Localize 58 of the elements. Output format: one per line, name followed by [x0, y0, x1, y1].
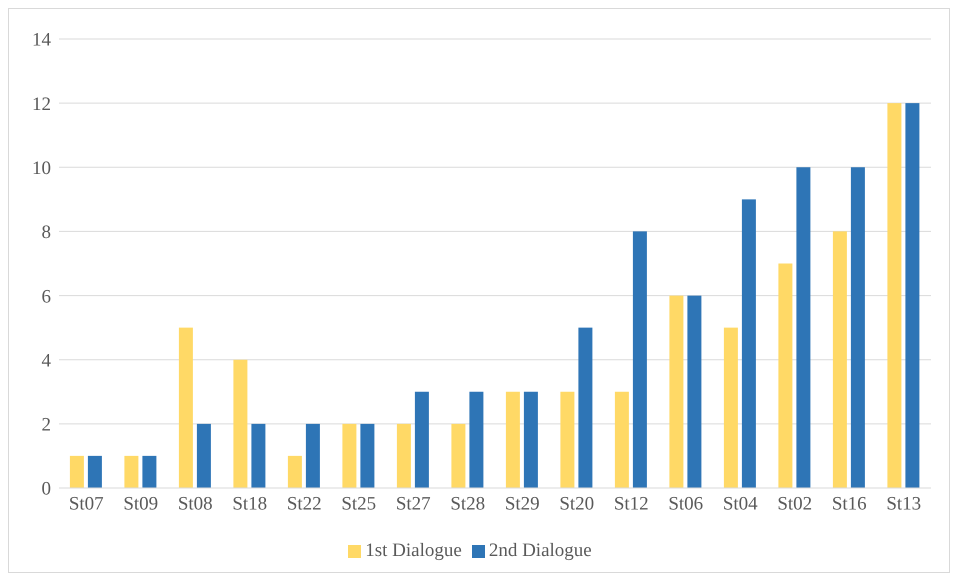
x-tick-label: St02: [777, 493, 812, 514]
bar: [251, 424, 266, 488]
bar: [70, 456, 84, 488]
bar: [360, 424, 374, 488]
x-tick-label: St07: [68, 493, 104, 514]
bar: [724, 328, 738, 488]
bar: [796, 167, 810, 488]
x-tick-label: St12: [614, 493, 649, 514]
y-tick-label: 12: [32, 94, 51, 115]
x-tick-label: St06: [668, 493, 704, 514]
bar: [396, 424, 411, 488]
bar: [887, 103, 902, 488]
bar: [142, 456, 156, 488]
bar: [832, 231, 847, 488]
bar: [506, 392, 520, 488]
x-tick-label: St22: [286, 493, 322, 514]
bar: [124, 456, 138, 488]
y-tick-label: 8: [42, 222, 51, 244]
x-tick-label: St29: [504, 493, 540, 514]
y-tick-label: 2: [42, 414, 51, 436]
bar: [687, 296, 702, 488]
bar: [614, 392, 629, 488]
bar: [742, 199, 756, 488]
bar: [88, 456, 102, 488]
legend-label: 1st Dialogue: [365, 540, 462, 561]
bar: [178, 328, 193, 488]
bar: [524, 392, 538, 488]
y-tick-label: 10: [32, 158, 51, 180]
bar: [414, 392, 429, 488]
y-tick-label: 0: [42, 478, 51, 500]
x-tick-label: St20: [559, 493, 594, 514]
bar: [578, 328, 592, 488]
x-tick-label: St04: [722, 493, 758, 514]
x-tick-label: St18: [232, 493, 268, 514]
x-tick-label: St28: [450, 493, 486, 514]
x-tick-label: St13: [886, 493, 922, 514]
bar: [632, 231, 647, 488]
y-tick-label: 14: [32, 30, 52, 51]
legend-label: 2nd Dialogue: [488, 540, 592, 561]
bar: [451, 424, 466, 488]
x-tick-label: St09: [123, 493, 158, 514]
bar: [306, 424, 320, 488]
x-tick-label: St25: [341, 493, 376, 514]
bar: [233, 360, 248, 488]
bar: [288, 456, 302, 488]
x-tick-label: St27: [396, 493, 431, 514]
y-tick-label: 4: [42, 350, 52, 372]
bar: [850, 167, 865, 488]
x-tick-label: St16: [832, 493, 867, 514]
bar: [905, 103, 920, 488]
bar: [560, 392, 574, 488]
bar: [342, 424, 356, 488]
y-tick-label: 6: [42, 286, 51, 308]
bar: [778, 264, 792, 488]
bar: [669, 296, 684, 488]
bar: [196, 424, 211, 488]
bar: [469, 392, 484, 488]
x-tick-label: St08: [178, 493, 213, 514]
